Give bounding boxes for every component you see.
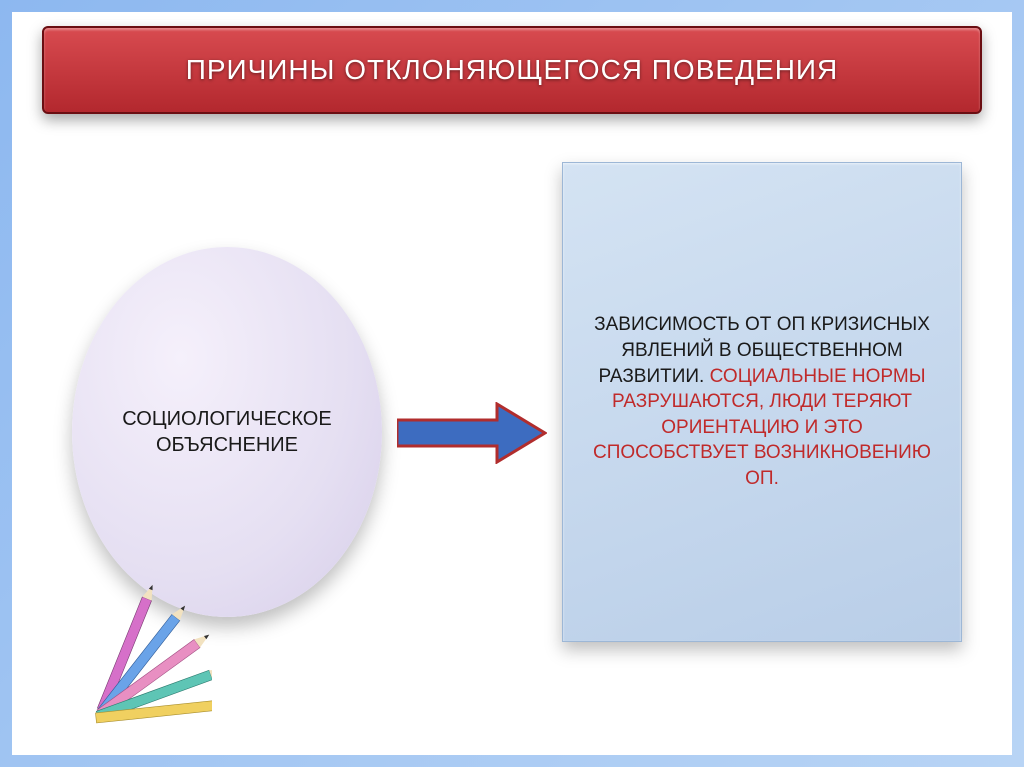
explanation-box: ЗАВИСИМОСТЬ ОТ ОП КРИЗИСНЫХ ЯВЛЕНИЙ В ОБ…	[562, 162, 962, 642]
slide-outer-frame: ПРИЧИНЫ ОТКЛОНЯЮЩЕГОСЯ ПОВЕДЕНИЯ СОЦИОЛО…	[0, 0, 1024, 767]
ellipse-node: СОЦИОЛОГИЧЕСКОЕ ОБЪЯСНЕНИЕ	[72, 247, 382, 617]
explanation-text: ЗАВИСИМОСТЬ ОТ ОП КРИЗИСНЫХ ЯВЛЕНИЙ В ОБ…	[591, 312, 933, 491]
pencils-icon	[42, 570, 212, 735]
slide-canvas: ПРИЧИНЫ ОТКЛОНЯЮЩЕГОСЯ ПОВЕДЕНИЯ СОЦИОЛО…	[12, 12, 1012, 755]
ellipse-label: СОЦИОЛОГИЧЕСКОЕ ОБЪЯСНЕНИЕ	[112, 406, 342, 458]
arrow-icon	[397, 402, 547, 469]
title-bar: ПРИЧИНЫ ОТКЛОНЯЮЩЕГОСЯ ПОВЕДЕНИЯ	[42, 26, 982, 114]
slide-title: ПРИЧИНЫ ОТКЛОНЯЮЩЕГОСЯ ПОВЕДЕНИЯ	[186, 54, 839, 86]
